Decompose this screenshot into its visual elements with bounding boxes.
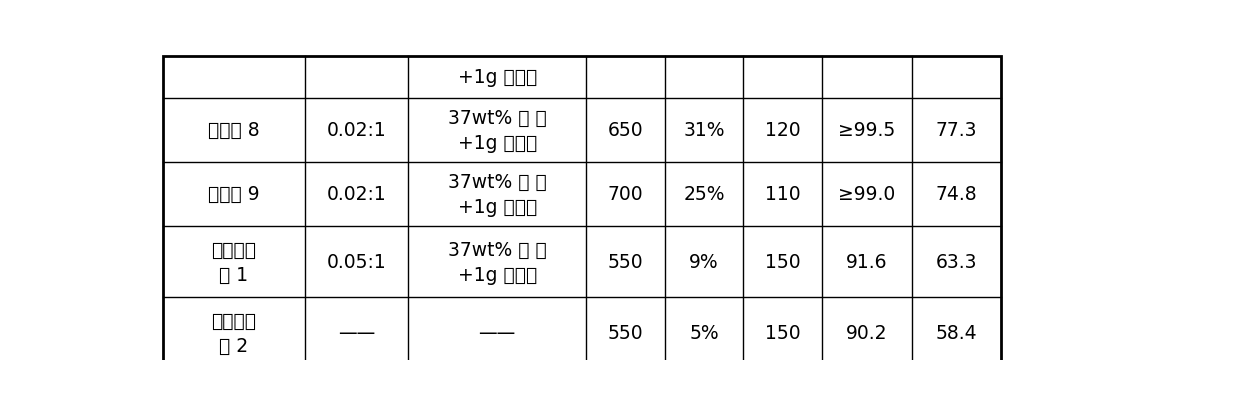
Text: 74.8: 74.8 bbox=[935, 185, 978, 204]
Text: 31%: 31% bbox=[684, 121, 725, 140]
Text: 0.02:1: 0.02:1 bbox=[327, 185, 387, 204]
Text: 63.3: 63.3 bbox=[935, 252, 976, 271]
Text: ≥99.5: ≥99.5 bbox=[839, 121, 896, 140]
Text: ≥99.0: ≥99.0 bbox=[839, 185, 896, 204]
Text: 0.02:1: 0.02:1 bbox=[327, 121, 387, 140]
Text: 91.6: 91.6 bbox=[846, 252, 887, 271]
Text: ——: —— bbox=[478, 323, 515, 342]
Text: 实施例 8: 实施例 8 bbox=[208, 121, 259, 140]
Text: 37wt% 盐 酸
+1g 柠檬酸: 37wt% 盐 酸 +1g 柠檬酸 bbox=[447, 240, 546, 284]
Text: 150: 150 bbox=[764, 323, 800, 342]
Text: 58.4: 58.4 bbox=[935, 323, 978, 342]
Text: 37wt% 盐 酸
+1g 柠檬酸: 37wt% 盐 酸 +1g 柠檬酸 bbox=[447, 109, 546, 152]
Text: 110: 110 bbox=[764, 185, 800, 204]
Text: 对比实施
例 2: 对比实施 例 2 bbox=[211, 311, 256, 355]
Text: 实施例 9: 实施例 9 bbox=[208, 185, 259, 204]
Text: 90.2: 90.2 bbox=[846, 323, 887, 342]
Text: ——: —— bbox=[338, 323, 375, 342]
Text: 25%: 25% bbox=[684, 185, 725, 204]
Text: 37wt% 盐 酸
+1g 柠檬酸: 37wt% 盐 酸 +1g 柠檬酸 bbox=[447, 173, 546, 216]
Text: 9%: 9% bbox=[689, 252, 719, 271]
Text: 5%: 5% bbox=[689, 323, 719, 342]
Text: 对比实施
例 1: 对比实施 例 1 bbox=[211, 240, 256, 284]
Text: 700: 700 bbox=[607, 185, 643, 204]
Text: 0.05:1: 0.05:1 bbox=[327, 252, 387, 271]
Text: 150: 150 bbox=[764, 252, 800, 271]
Text: 650: 650 bbox=[607, 121, 643, 140]
Text: +1g 柠檬酸: +1g 柠檬酸 bbox=[457, 68, 536, 87]
Text: 550: 550 bbox=[607, 252, 643, 271]
Text: 77.3: 77.3 bbox=[935, 121, 976, 140]
Text: 120: 120 bbox=[764, 121, 800, 140]
Text: 550: 550 bbox=[607, 323, 643, 342]
Bar bbox=[162, 56, 1001, 368]
